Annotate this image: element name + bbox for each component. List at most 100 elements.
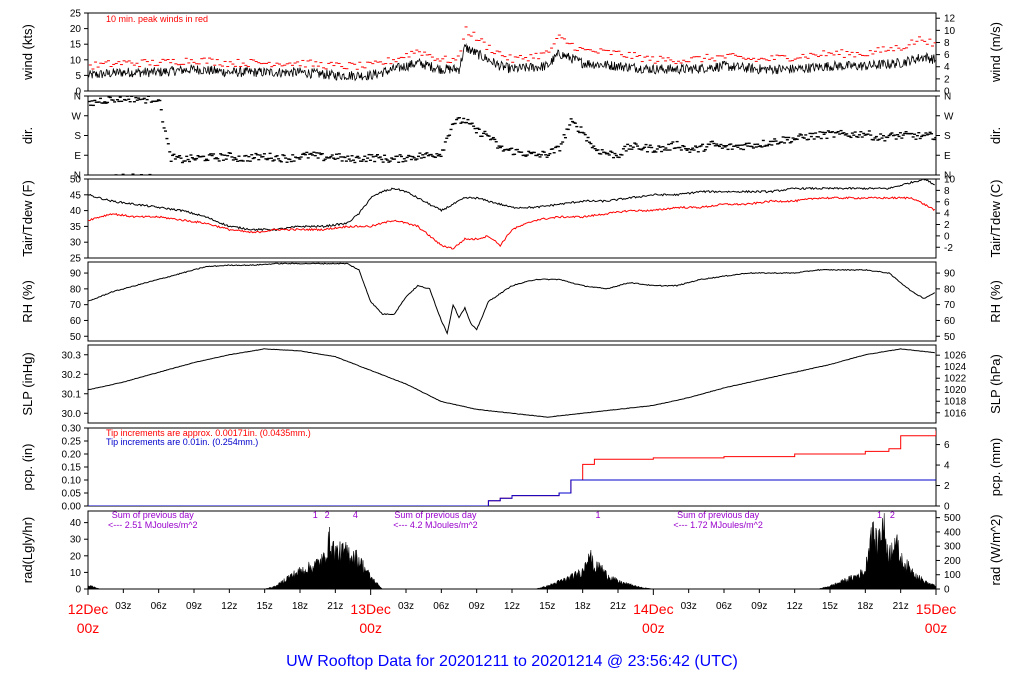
plot-area	[88, 96, 936, 175]
y-tick-label-right: 8	[944, 38, 950, 49]
y-tick-label-left: 40	[70, 206, 82, 217]
y-axis-title-right: wind (m/s)	[988, 22, 1003, 83]
y-tick-label-right: 1016	[944, 408, 967, 419]
y-tick-label-left: 20	[70, 24, 82, 35]
x-tick-label: 09z	[469, 601, 485, 612]
y-tick-label-right: 10	[944, 175, 956, 186]
y-tick-label-right: 4	[944, 461, 950, 472]
panel-frame	[87, 344, 937, 424]
y-tick-label-right: 2	[944, 74, 950, 85]
y-tick-label-right: 200	[944, 556, 961, 567]
y-axis-title-left: SLP (inHg)	[20, 352, 35, 415]
panel-frame	[87, 178, 937, 259]
tair-line	[88, 179, 935, 232]
slp-line	[88, 348, 935, 418]
y-tick-label-right: 1018	[944, 397, 967, 408]
x-tick-label: 21z	[327, 601, 343, 612]
y-tick-label-left: 70	[70, 300, 82, 311]
y-tick-label-left: 0.25	[62, 437, 82, 448]
y-tick-label-left: 0.15	[62, 463, 82, 474]
y-axis-title-left: wind (kts)	[20, 24, 35, 81]
y-tick-label-left: 0.10	[62, 476, 82, 487]
x-day-hour-label: 00z	[359, 620, 382, 636]
x-tick-label: 15z	[539, 601, 555, 612]
y-tick-label-right: 1024	[944, 362, 967, 373]
y-tick-label-right: 100	[944, 570, 961, 581]
y-tick-label-left: 50	[70, 175, 82, 186]
y-tick-label-right: 70	[944, 300, 956, 311]
y-axis-title-left: pcp. (in)	[20, 444, 35, 491]
y-tick-label-right: 12	[944, 14, 956, 25]
rad-marker-label: 1	[595, 510, 600, 520]
x-tick-label: 21z	[893, 601, 909, 612]
rad-marker-label: 1	[877, 510, 882, 520]
y-tick-label-left: 15	[70, 40, 82, 51]
x-tick-label: 18z	[292, 601, 308, 612]
y-tick-label-right: 400	[944, 527, 961, 538]
y-tick-label-left: 30.0	[62, 409, 82, 420]
y-tick-label-left: 25	[70, 254, 82, 265]
y-tick-label-right: 1020	[944, 385, 967, 396]
panel-frame	[87, 261, 937, 342]
y-tick-label-left: 25	[70, 9, 82, 20]
y-axis-title-right: rad (W/m^2)	[988, 514, 1003, 585]
y-tick-label-right: 8	[944, 186, 950, 197]
y-tick-label-right: 10	[944, 26, 956, 37]
y-tick-label-right: 1026	[944, 351, 967, 362]
y-tick-label-right: -2	[944, 243, 953, 254]
x-tick-label: 06z	[151, 601, 167, 612]
y-tick-label-left: 30.1	[62, 389, 82, 400]
y-tick-label-left: E	[74, 151, 81, 162]
y-tick-label-left: 90	[70, 269, 82, 280]
y-axis-title-right: Tair/Tdew (C)	[988, 179, 1003, 257]
y-tick-label-left: 0	[75, 585, 81, 596]
y-tick-label-right: N	[944, 92, 951, 103]
x-tick-label: 03z	[681, 601, 697, 612]
y-tick-label-left: 10	[70, 568, 82, 579]
wind-speed-line	[88, 43, 936, 82]
x-tick-label: 18z	[575, 601, 591, 612]
y-tick-label-left: 30.2	[62, 370, 82, 381]
y-tick-label-right: 0	[944, 87, 950, 98]
tdew-line	[88, 196, 936, 250]
x-tick-label: 15z	[822, 601, 838, 612]
y-tick-label-left: 0.30	[62, 424, 82, 435]
y-tick-label-left: 80	[70, 284, 82, 295]
x-day-hour-label: 00z	[925, 620, 948, 636]
y-axis-title-right: RH (%)	[988, 280, 1003, 323]
y-axis-title-left: dir.	[20, 127, 35, 144]
panel-frame	[87, 95, 937, 176]
x-day-label: 12Dec	[68, 601, 108, 617]
panel-frame	[87, 510, 937, 590]
y-axis-title-right: SLP (hPa)	[988, 354, 1003, 414]
y-tick-label-right: 4	[944, 209, 950, 220]
y-tick-label-right: S	[944, 131, 951, 142]
y-tick-label-right: 90	[944, 269, 956, 280]
y-tick-label-right: 6	[944, 440, 950, 451]
panel-rh: 50 60 70 80 90 50 60 70 80 90 RH (%) RH (%)	[20, 261, 1003, 343]
y-tick-label-left: 30	[70, 238, 82, 249]
y-tick-label-left: 40	[70, 518, 82, 529]
y-axis-title-left: rad(Lgly/hr)	[20, 517, 35, 583]
rad-marker-label: 1	[313, 510, 318, 520]
y-tick-label-right: 0	[944, 502, 950, 513]
y-tick-label-left: 35	[70, 222, 82, 233]
day-sum-value: <--- 1.72 MJoules/m^2	[673, 520, 763, 530]
y-tick-label-right: 6	[944, 50, 950, 61]
y-tick-label-left: S	[74, 131, 81, 142]
precip-annotation-2: Tip increments are 0.01in. (0.254mm.)	[106, 437, 258, 447]
y-tick-label-left: 0.05	[62, 489, 82, 500]
plot-area	[88, 262, 936, 335]
y-tick-label-left: 50	[70, 332, 82, 343]
day-sum-value: <--- 4.2 MJoules/m^2	[393, 520, 478, 530]
plot-area	[88, 179, 936, 250]
y-axis-title-left: RH (%)	[20, 280, 35, 323]
peak-wind-annotation: 10 min. peak winds in red	[106, 14, 208, 24]
plot-area	[88, 348, 935, 418]
x-tick-label: 03z	[115, 601, 131, 612]
y-tick-label-right: 0	[944, 231, 950, 242]
y-tick-label-left: 10	[70, 55, 82, 66]
